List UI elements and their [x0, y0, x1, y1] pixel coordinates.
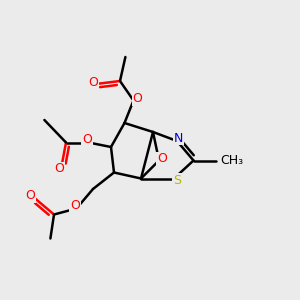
Text: O: O [88, 76, 98, 89]
Text: O: O [82, 133, 92, 146]
Text: O: O [157, 152, 167, 166]
Text: O: O [132, 92, 142, 106]
Text: O: O [54, 162, 64, 176]
Text: O: O [70, 199, 80, 212]
Text: N: N [174, 131, 183, 145]
Text: O: O [25, 189, 35, 202]
Text: CH₃: CH₃ [220, 154, 244, 167]
Text: S: S [173, 173, 181, 187]
